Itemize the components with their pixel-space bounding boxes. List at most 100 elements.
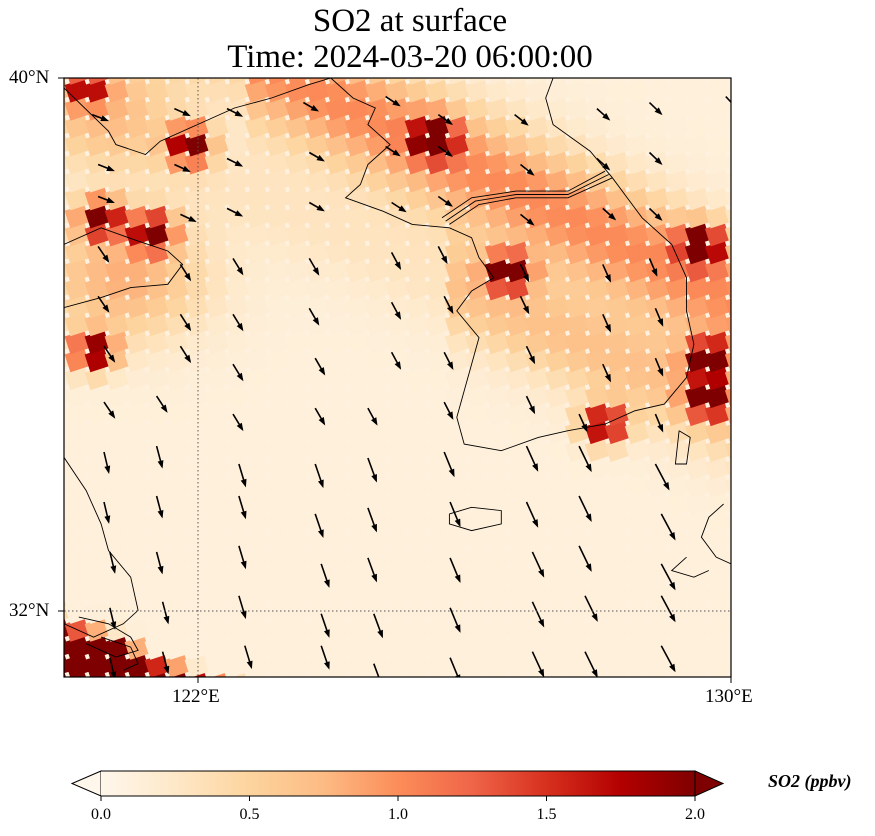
field-cell xyxy=(144,312,170,337)
field-cell xyxy=(684,186,711,211)
field-cell xyxy=(544,312,571,337)
wind-arrow-head xyxy=(528,355,536,365)
field-cell xyxy=(364,114,391,139)
field-cell xyxy=(564,150,591,175)
field-cell xyxy=(264,294,291,319)
coastline-segment xyxy=(441,170,606,219)
field-cell xyxy=(104,581,130,606)
field-cell xyxy=(624,473,651,499)
field-cell xyxy=(624,78,651,85)
wind-arrow-head xyxy=(188,215,197,222)
field-cell xyxy=(144,509,170,534)
field-cell xyxy=(564,527,591,552)
field-cell xyxy=(564,348,591,373)
wind-arrow-head xyxy=(447,411,454,420)
field-cell xyxy=(464,473,491,499)
field-cell xyxy=(64,384,90,409)
field-cell xyxy=(144,96,170,121)
field-cell xyxy=(684,635,711,660)
field-cell xyxy=(684,491,711,516)
field-cell xyxy=(364,366,391,391)
field-cell xyxy=(84,78,111,85)
field-cell xyxy=(564,312,591,337)
field-cell xyxy=(84,168,110,193)
field-cell xyxy=(684,132,711,157)
coastlines xyxy=(64,78,731,671)
field-cell xyxy=(324,491,351,516)
field-cell xyxy=(644,599,671,624)
field-cell xyxy=(224,635,250,660)
field-cell xyxy=(104,240,131,265)
field-cell xyxy=(644,545,671,570)
wind-arrow-head xyxy=(236,372,244,382)
field-cell xyxy=(64,330,90,355)
field-cell xyxy=(564,384,591,409)
field-cell xyxy=(284,366,311,391)
field-cell xyxy=(324,581,351,606)
field-cell xyxy=(344,437,371,463)
field-cell xyxy=(544,581,571,606)
field-cell xyxy=(204,312,230,337)
field-cell xyxy=(624,168,651,193)
field-cell xyxy=(424,348,451,373)
field-cell xyxy=(184,491,210,516)
wind-arrow-head xyxy=(447,305,454,315)
field-cell xyxy=(604,384,631,409)
field-cell xyxy=(444,455,471,481)
field-cell xyxy=(544,132,571,157)
field-cell xyxy=(444,473,471,499)
wind-vectors xyxy=(91,95,731,677)
field-cell xyxy=(164,455,190,481)
field-cell xyxy=(544,276,571,301)
field-cell xyxy=(244,150,271,175)
field-cell xyxy=(444,527,471,552)
field-cell xyxy=(204,437,230,463)
field-cell xyxy=(64,653,90,677)
field-cell xyxy=(264,420,291,445)
field-cell xyxy=(464,96,491,121)
field-cell xyxy=(544,599,571,624)
wind-arrow-head xyxy=(538,569,545,578)
field-cell xyxy=(684,527,711,552)
field-cell xyxy=(364,258,391,283)
field-cell xyxy=(184,240,211,265)
field-cell xyxy=(124,402,150,427)
field-cell xyxy=(264,509,291,534)
field-cell xyxy=(244,78,271,85)
field-cell xyxy=(484,545,511,570)
field-cell xyxy=(184,473,210,499)
field-cell xyxy=(604,96,631,121)
field-cell xyxy=(204,96,230,121)
field-cell xyxy=(424,222,451,247)
field-cell xyxy=(224,563,250,588)
field-cell xyxy=(324,258,351,283)
field-cell xyxy=(484,635,511,660)
field-cell xyxy=(344,384,371,409)
field-cell xyxy=(504,455,531,481)
wind-arrow-head xyxy=(591,669,598,677)
field-cell xyxy=(564,402,591,427)
field-cell xyxy=(464,240,491,265)
field-cell xyxy=(404,186,431,211)
field-cell xyxy=(664,384,691,409)
field-cell xyxy=(464,204,491,229)
field-cell xyxy=(604,366,631,391)
field-cell xyxy=(64,366,90,391)
field-cell xyxy=(264,96,291,121)
field-cell xyxy=(284,150,311,175)
field-cell xyxy=(684,114,711,139)
field-cell xyxy=(364,294,391,319)
field-cell xyxy=(604,473,631,499)
field-cell xyxy=(64,545,90,570)
field-cell xyxy=(704,240,731,265)
wind-arrow-head xyxy=(234,210,244,217)
field-cell xyxy=(384,545,411,570)
field-cell xyxy=(84,581,110,606)
field-cell xyxy=(544,96,571,121)
field-cell xyxy=(684,168,711,193)
field-cell xyxy=(364,96,391,121)
field-cell xyxy=(684,312,711,337)
field-cell xyxy=(184,186,210,211)
field-cell xyxy=(184,330,210,355)
